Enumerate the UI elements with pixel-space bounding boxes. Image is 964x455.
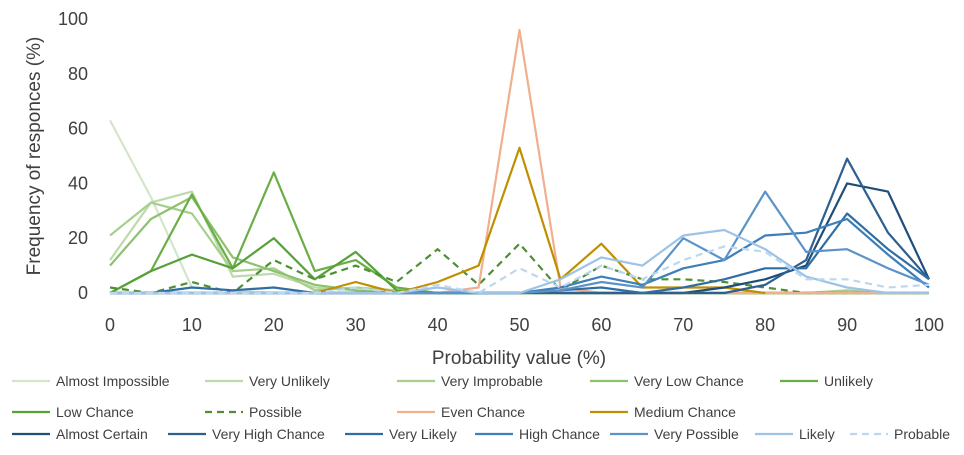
series-line-likely bbox=[110, 228, 929, 295]
y-tick-label: 40 bbox=[68, 173, 88, 193]
x-tick-label: 40 bbox=[428, 315, 448, 335]
legend-label-almost-certain: Almost Certain bbox=[56, 426, 148, 442]
legend-label-medium-chance: Medium Chance bbox=[634, 404, 736, 420]
legend-label-high-chance: High Chance bbox=[519, 426, 600, 442]
legend: Almost Impossible Very Unlikely Very Impro… bbox=[12, 373, 950, 442]
x-tick-label: 50 bbox=[509, 315, 529, 335]
y-tick-label: 100 bbox=[58, 9, 88, 29]
legend-label-probable: Probable bbox=[894, 426, 950, 442]
x-tick-label: 10 bbox=[182, 315, 202, 335]
series-line-very-likely bbox=[110, 212, 930, 295]
series-line-very-possible bbox=[110, 190, 930, 295]
series-line-very-unlikely bbox=[109, 190, 929, 295]
x-tick-label: 20 bbox=[264, 315, 284, 335]
y-tick-label: 80 bbox=[68, 64, 88, 84]
x-tick-label: 80 bbox=[755, 315, 775, 335]
legend-label-very-likely: Very Likely bbox=[389, 426, 457, 442]
series-layer bbox=[109, 28, 930, 295]
legend-label-very-low-chance: Very Low Chance bbox=[634, 373, 744, 389]
legend-label-very-improbable: Very Improbable bbox=[441, 373, 543, 389]
series-line-probable bbox=[110, 245, 930, 295]
x-axis-ticks: 0 10 20 30 40 50 60 70 80 90 100 bbox=[105, 315, 944, 335]
legend-label-very-unlikely: Very Unlikely bbox=[249, 373, 330, 389]
x-tick-label: 70 bbox=[673, 315, 693, 335]
legend-label-low-chance: Low Chance bbox=[56, 404, 134, 420]
legend-label-very-high-chance: Very High Chance bbox=[212, 426, 325, 442]
x-tick-label: 90 bbox=[837, 315, 857, 335]
x-axis-title: Probability value (%) bbox=[432, 348, 606, 369]
x-tick-label: 0 bbox=[105, 315, 115, 335]
y-tick-label: 20 bbox=[68, 228, 88, 248]
legend-label-unlikely: Unlikely bbox=[824, 373, 873, 389]
series-line-very-high-chance bbox=[110, 157, 930, 295]
x-tick-label: 30 bbox=[346, 315, 366, 335]
y-tick-label: 60 bbox=[68, 119, 88, 139]
y-tick-label: 0 bbox=[78, 283, 88, 303]
x-tick-label: 100 bbox=[914, 315, 944, 335]
series-line-medium-chance bbox=[314, 146, 766, 295]
x-tick-label: 60 bbox=[591, 315, 611, 335]
legend-label-likely: Likely bbox=[799, 426, 835, 442]
y-axis-title: Frequency of responces (%) bbox=[24, 37, 45, 276]
legend-label-possible: Possible bbox=[249, 404, 302, 420]
legend-label-very-possible: Very Possible bbox=[654, 426, 739, 442]
legend-label-even-chance: Even Chance bbox=[441, 404, 525, 420]
y-axis-ticks: 0 20 40 60 80 100 bbox=[58, 9, 88, 303]
series-line-almost-certain bbox=[560, 182, 930, 295]
legend-label-almost-impossible: Almost Impossible bbox=[56, 373, 170, 389]
series-line-even-chance bbox=[110, 28, 929, 295]
